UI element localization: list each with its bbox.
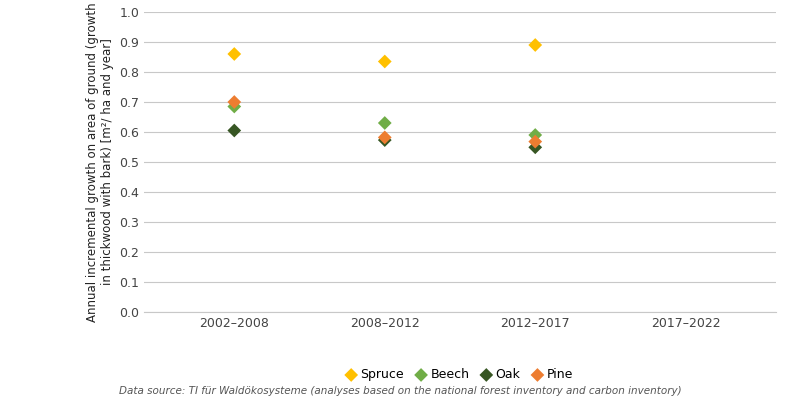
Spruce — [529, 42, 542, 48]
Pine — [228, 99, 241, 105]
Oak — [529, 144, 542, 150]
Oak — [228, 127, 241, 134]
Beech — [378, 120, 391, 126]
Y-axis label: Annual incremental growth on area of ground (growth
in thickwood with bark) [m²/: Annual incremental growth on area of gro… — [86, 2, 114, 322]
Oak — [378, 137, 391, 143]
Spruce — [228, 51, 241, 57]
Text: Data source: TI für Waldökosysteme (analyses based on the national forest invent: Data source: TI für Waldökosysteme (anal… — [118, 386, 682, 396]
Spruce — [378, 58, 391, 65]
Pine — [529, 138, 542, 145]
Beech — [228, 103, 241, 110]
Beech — [529, 132, 542, 138]
Pine — [378, 134, 391, 141]
Legend: Spruce, Beech, Oak, Pine: Spruce, Beech, Oak, Pine — [342, 363, 578, 386]
